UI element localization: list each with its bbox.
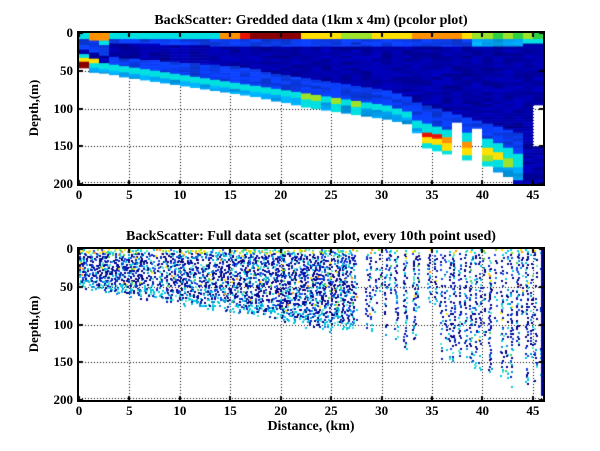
pcolor-axes-frame bbox=[77, 31, 545, 186]
y-tick-label: 0 bbox=[66, 241, 74, 256]
y-tick-label: 200 bbox=[53, 392, 74, 407]
x-tick-label: 40 bbox=[475, 403, 489, 418]
x-tick-label: 20 bbox=[274, 187, 288, 202]
x-tick-label: 30 bbox=[375, 187, 389, 202]
pcolor-plot-title: BackScatter: Gredded data (1km x 4m) (pc… bbox=[154, 13, 468, 28]
y-tick-label: 0 bbox=[66, 25, 74, 40]
y-tick-label: 100 bbox=[53, 316, 74, 332]
scatter-canvas bbox=[79, 249, 543, 400]
x-tick-label: 45 bbox=[526, 403, 540, 418]
x-tick-label: 45 bbox=[526, 187, 540, 202]
pcolor-canvas bbox=[79, 33, 543, 184]
x-tick-label: 15 bbox=[223, 403, 237, 418]
y-tick-label: 200 bbox=[53, 176, 74, 191]
x-tick-label: 0 bbox=[75, 187, 83, 202]
y-tick-label: 50 bbox=[60, 278, 73, 294]
x-tick-label: 30 bbox=[375, 403, 389, 418]
x-tick-label: 35 bbox=[425, 187, 439, 202]
x-tick-label: 25 bbox=[324, 187, 338, 202]
x-tick-label: 25 bbox=[324, 403, 338, 418]
y-tick-label: 150 bbox=[53, 354, 74, 370]
x-tick-label: 10 bbox=[173, 403, 187, 418]
x-tick-label: 40 bbox=[475, 187, 489, 202]
y-tick-label: 150 bbox=[53, 138, 74, 154]
scatter-xlabel: Distance, (km) bbox=[267, 419, 355, 434]
x-tick-label: 10 bbox=[173, 187, 187, 202]
x-tick-label: 5 bbox=[126, 187, 133, 202]
x-tick-label: 5 bbox=[126, 403, 133, 418]
y-tick-label: 100 bbox=[53, 100, 74, 116]
x-tick-label: 20 bbox=[274, 403, 288, 418]
scatter-axes-frame bbox=[77, 247, 545, 402]
x-tick-label: 15 bbox=[223, 187, 237, 202]
y-tick-label: 50 bbox=[60, 62, 73, 78]
scatter-plot-title: BackScatter: Full data set (scatter plot… bbox=[126, 229, 496, 244]
x-tick-label: 0 bbox=[75, 403, 83, 418]
x-tick-label: 35 bbox=[425, 403, 439, 418]
